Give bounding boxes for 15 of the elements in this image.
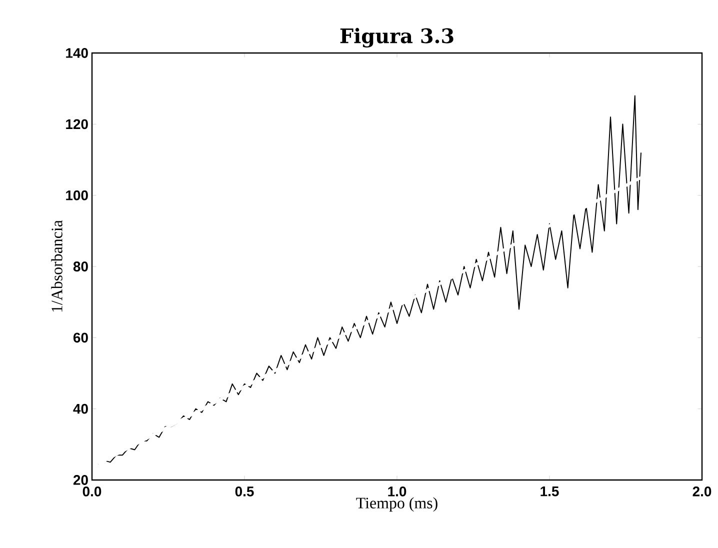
x-tick-label: 1.0 (388, 486, 406, 496)
y-tick-label: 60 (73, 332, 88, 343)
y-tick-label: 120 (66, 119, 88, 130)
x-tick-label: 0.5 (235, 486, 254, 496)
y-tick-label: 100 (66, 190, 88, 200)
chart-title: Figura 3.3 (340, 28, 454, 48)
x-tick-label: 2.0 (692, 486, 712, 496)
y-tick-label: 80 (73, 262, 88, 272)
y-axis-title: 1/Absorbancia (51, 220, 62, 312)
x-tick-label: 1.5 (540, 486, 559, 496)
x-axis-title: Tiempo (ms) (356, 497, 438, 512)
y-tick-label: 40 (73, 404, 88, 414)
y-tick-label: 20 (73, 475, 88, 485)
y-tick-label: 140 (66, 48, 88, 58)
x-tick-label: 0.0 (82, 486, 102, 496)
